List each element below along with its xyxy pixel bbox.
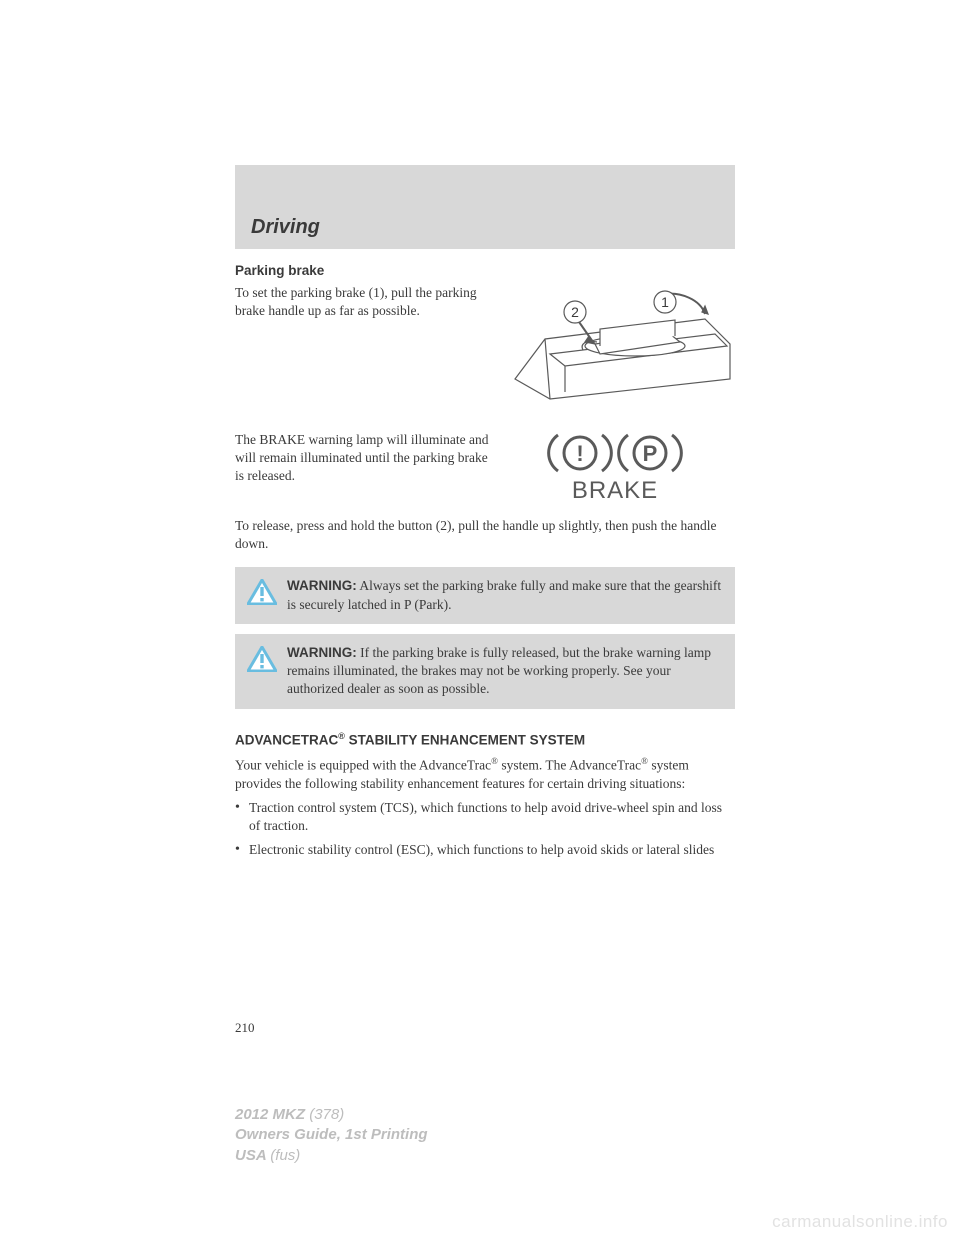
para-set-brake: To set the parking brake (1), pull the p…: [235, 284, 491, 419]
watermark: carmanualsonline.info: [772, 1212, 948, 1232]
list-item: Traction control system (TCS), which fun…: [235, 799, 735, 835]
footer-fus: (fus): [270, 1147, 300, 1164]
section-head-parking-brake: Parking brake: [235, 263, 735, 278]
page-content: Driving Parking brake To set the parking…: [235, 165, 735, 866]
head-post: STABILITY ENHANCEMENT SYSTEM: [345, 732, 585, 747]
figure-brake-handle: 1 2: [505, 284, 735, 419]
callout-2: 2: [571, 304, 579, 320]
chapter-title: Driving: [251, 216, 320, 239]
para-brake-lamp: The BRAKE warning lamp will illuminate a…: [235, 431, 491, 505]
callout-1: 1: [661, 294, 669, 310]
list-item: Electronic stability control (ESC), whic…: [235, 841, 735, 859]
warning-text-1: WARNING: Always set the parking brake fu…: [287, 577, 723, 613]
para-advancetrac: Your vehicle is equipped with the Advanc…: [235, 755, 735, 793]
footer-code: (378): [309, 1106, 344, 1123]
brake-warning-icon: ! P: [540, 431, 690, 475]
warning-box-2: WARNING: If the parking brake is fully r…: [235, 634, 735, 709]
warning-icon: [247, 579, 277, 605]
page-number: 210: [235, 1020, 255, 1036]
footer-region: USA: [235, 1147, 270, 1164]
footer-guide: Owners Guide, 1st Printing: [235, 1125, 428, 1145]
section-head-advancetrac: ADVANCETRAC® STABILITY ENHANCEMENT SYSTE…: [235, 731, 735, 748]
warning-label: WARNING:: [287, 645, 357, 660]
row-brake-lamp: The BRAKE warning lamp will illuminate a…: [235, 431, 735, 505]
brake-p-icon: P: [643, 441, 658, 466]
para-release: To release, press and hold the button (2…: [235, 517, 735, 553]
footer: 2012 MKZ (378) Owners Guide, 1st Printin…: [235, 1105, 428, 1166]
brake-excl-icon: !: [576, 441, 583, 466]
row-set-brake: To set the parking brake (1), pull the p…: [235, 284, 735, 419]
warning-label: WARNING:: [287, 578, 357, 593]
warning-box-1: WARNING: Always set the parking brake fu…: [235, 567, 735, 623]
brake-handle-illustration: 1 2: [505, 284, 735, 414]
figure-brake-symbol: ! P BRAKE: [505, 431, 735, 505]
reg-mark: ®: [338, 731, 345, 741]
chapter-header: Driving: [235, 165, 735, 249]
warning-icon: [247, 646, 277, 672]
feature-list: Traction control system (TCS), which fun…: [235, 799, 735, 860]
footer-model: 2012 MKZ: [235, 1106, 309, 1123]
brake-word-label: BRAKE: [572, 477, 658, 505]
warning-text-2: WARNING: If the parking brake is fully r…: [287, 644, 723, 699]
head-pre: ADVANCETRAC: [235, 732, 338, 747]
